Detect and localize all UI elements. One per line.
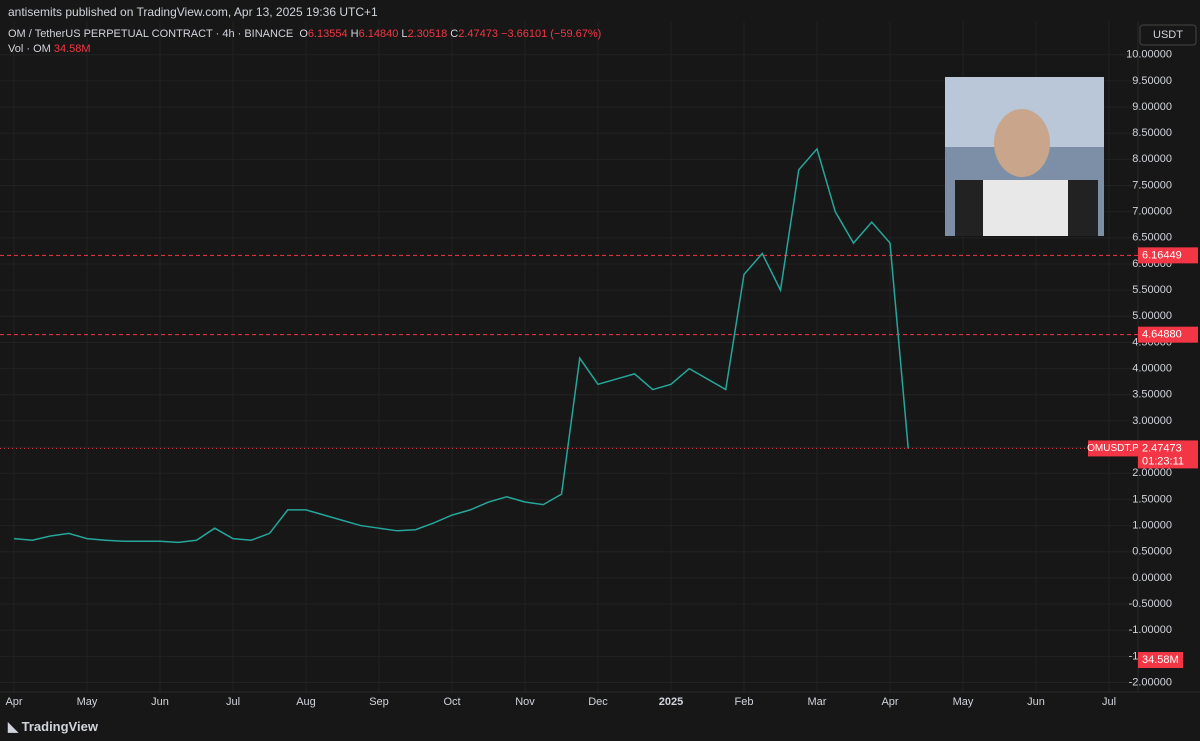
y-tick-label: 7.00000	[1132, 206, 1172, 218]
last-price-label: 2.47473	[1142, 442, 1182, 454]
y-tick-label: 8.00000	[1132, 153, 1172, 165]
x-tick-label: Apr	[5, 696, 22, 708]
price-line	[13, 147, 909, 544]
ohlc: O6.13554 H6.14840 L2.30518 C2.47473	[296, 28, 498, 40]
x-tick-label: Feb	[735, 696, 754, 708]
price-tag	[1138, 326, 1198, 343]
y-tick-label: 0.50000	[1132, 546, 1172, 558]
y-tick-label: 9.00000	[1132, 101, 1172, 113]
publisher: antisemits published on TradingView.com,…	[8, 5, 378, 19]
y-tick-label: 5.50000	[1132, 284, 1172, 296]
x-tick-label: Jul	[1102, 696, 1116, 708]
volume-legend: Vol · OM 34.58M	[8, 43, 91, 55]
photo-jacket	[1068, 180, 1098, 236]
y-tick-label: 5.00000	[1132, 310, 1172, 322]
ohlc-key: L	[401, 28, 408, 40]
x-tick-label: Dec	[588, 696, 608, 708]
currency[interactable]: USDT	[1153, 29, 1183, 41]
countdown: 01:23:11	[1142, 455, 1184, 467]
photo-shirt	[980, 180, 1070, 236]
ohlc-key: O	[299, 28, 308, 40]
y-tick-label: -2.00000	[1129, 676, 1172, 688]
volume-value: 34.58M	[53, 43, 91, 55]
y-tick-label: 0.00000	[1132, 572, 1172, 584]
x-tick-label: Apr	[881, 696, 898, 708]
ohlc-key: H	[350, 28, 359, 40]
y-tick-label: 2.00000	[1132, 467, 1172, 479]
ohlc-value: 2.47473	[458, 28, 498, 40]
y-tick-label: 3.00000	[1132, 415, 1172, 427]
legend: OM / TetherUS PERPETUAL CONTRACT · 4h · …	[8, 28, 601, 40]
x-tick-label: Aug	[296, 696, 316, 708]
x-tick-label: Nov	[515, 696, 535, 708]
ohlc-value: 6.14840	[358, 28, 399, 40]
x-tick-label: May	[77, 696, 98, 708]
last-price-tag	[1138, 440, 1198, 469]
x-tick-label: Jun	[1027, 696, 1045, 708]
currency-button[interactable]	[1139, 24, 1197, 46]
volume-label: Vol · OM	[8, 43, 51, 55]
photo-face	[994, 109, 1050, 177]
price-tag	[1138, 247, 1198, 264]
price-tag-label: 4.64880	[1142, 329, 1182, 341]
y-tick-label: 10.00000	[1126, 49, 1172, 61]
photo-jacket	[955, 180, 983, 236]
y-tick-label: 9.50000	[1132, 75, 1172, 87]
ohlc-value: 2.30518	[407, 28, 448, 40]
y-tick-label: 8.50000	[1132, 127, 1172, 139]
y-tick-label: 6.50000	[1132, 232, 1172, 244]
symbol-tag-label: OMUSDT.P	[1087, 443, 1139, 454]
x-tick-label: Sep	[369, 696, 389, 708]
symbol: OM / TetherUS PERPETUAL CONTRACT · 4h · …	[8, 28, 294, 40]
change: −3.66101 (−59.67%)	[501, 28, 602, 40]
x-tick-label: 2025	[659, 696, 683, 708]
x-tick-label: Oct	[443, 696, 460, 708]
x-tick-label: Jul	[226, 696, 240, 708]
y-tick-label: 3.50000	[1132, 389, 1172, 401]
y-tick-label: -1.00000	[1129, 624, 1172, 636]
y-tick-label: 1.00000	[1132, 519, 1172, 531]
ohlc-value: 6.13554	[307, 28, 348, 40]
x-tick-label: Mar	[808, 696, 827, 708]
y-tick-label: 1.50000	[1132, 493, 1172, 505]
ohlc-key: C	[450, 28, 459, 40]
y-tick-label: -0.50000	[1129, 598, 1172, 610]
brand: TradingView	[21, 719, 98, 734]
footer-brand: ◣ TradingView	[8, 719, 98, 734]
y-tick-label: 4.00000	[1132, 363, 1172, 375]
symbol-tag	[1088, 440, 1138, 457]
volume-tag: 34.58M	[1138, 652, 1183, 668]
x-tick-label: May	[953, 696, 974, 708]
y-tick-label: 7.50000	[1132, 179, 1172, 191]
price-tag-label: 6.16449	[1142, 249, 1182, 261]
x-tick-label: Jun	[151, 696, 169, 708]
